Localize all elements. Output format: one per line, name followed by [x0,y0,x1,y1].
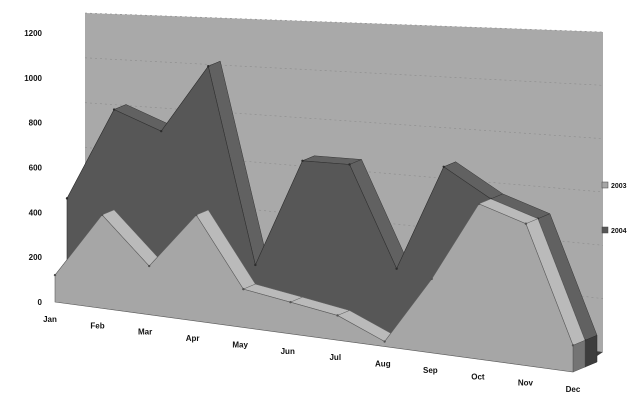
series-2003-point-Sep [430,277,433,281]
series-2004-point-May [254,263,257,267]
x-tick-label-May: May [232,340,248,349]
x-tick-label-Jul: Jul [329,353,341,362]
gridline-1000 [84,57,604,86]
series-2003-point-Mar [147,264,151,268]
y-tick-label-600: 600 [29,164,43,173]
y-tick-label-200: 200 [29,253,43,262]
series-layer [53,60,598,373]
series-2003-point-Nov [524,222,528,225]
legend: 2003 2004 [601,181,627,235]
series-2004-end-face [584,334,598,368]
series-2004-point-Sep [442,165,445,169]
x-tick-label-Feb: Feb [90,321,104,330]
x-tick-label-Jun: Jun [281,347,295,356]
series-2004-point-Jul [348,163,351,166]
series-2004-point-Mar [159,129,163,133]
series-2003-end-face [572,339,586,373]
legend-swatch-2004 [601,226,609,234]
x-tick-label-Dec: Dec [566,385,581,392]
series-2003-point-Dec [571,344,575,347]
series-2003-point-May [242,287,245,291]
series-2004-point-Feb [112,108,116,111]
y-tick-label-800: 800 [29,119,43,128]
y-tick-label-400: 400 [29,208,43,217]
series-2003-point-Jul [336,314,339,317]
series-2003-point-Aug [383,340,386,343]
series-2003-point-Oct [477,202,481,206]
series-2003-point-Apr [195,213,198,217]
x-axis: Jan Feb Mar Apr May Jun Jul Aug Sep Oct Nov Dec [43,315,581,394]
x-tick-label-Jan: Jan [43,315,57,324]
y-tick-label-1000: 1000 [24,74,42,83]
series-2003 [53,198,586,373]
series-2004-point-Jun [301,159,304,163]
x-tick-label-Sep: Sep [423,366,438,375]
y-tick-label-1200: 1200 [24,29,42,38]
series-2003-point-Feb [100,213,104,217]
series-2004-point-Jan [65,197,69,200]
x-tick-label-Nov: Nov [518,379,534,388]
series-2004-point-Aug [395,267,398,270]
legend-label-2004: 2004 [611,228,627,235]
gridline-800 [84,102,604,139]
legend-swatch-2003 [601,181,609,189]
y-tick-label-0: 0 [38,298,43,307]
y-axis: 0 200 400 600 800 1000 1200 [24,29,42,307]
series-2003-point-Jan [53,273,57,277]
gridline-1200 [84,12,604,33]
legend-label-2003: 2003 [611,183,627,190]
x-tick-label-Mar: Mar [138,328,152,337]
series-2003-point-Jun [289,300,292,304]
x-tick-label-Aug: Aug [375,360,391,369]
series-2004-point-Apr [207,64,210,68]
x-tick-label-Oct: Oct [471,372,485,381]
x-tick-label-Apr: Apr [186,334,200,343]
